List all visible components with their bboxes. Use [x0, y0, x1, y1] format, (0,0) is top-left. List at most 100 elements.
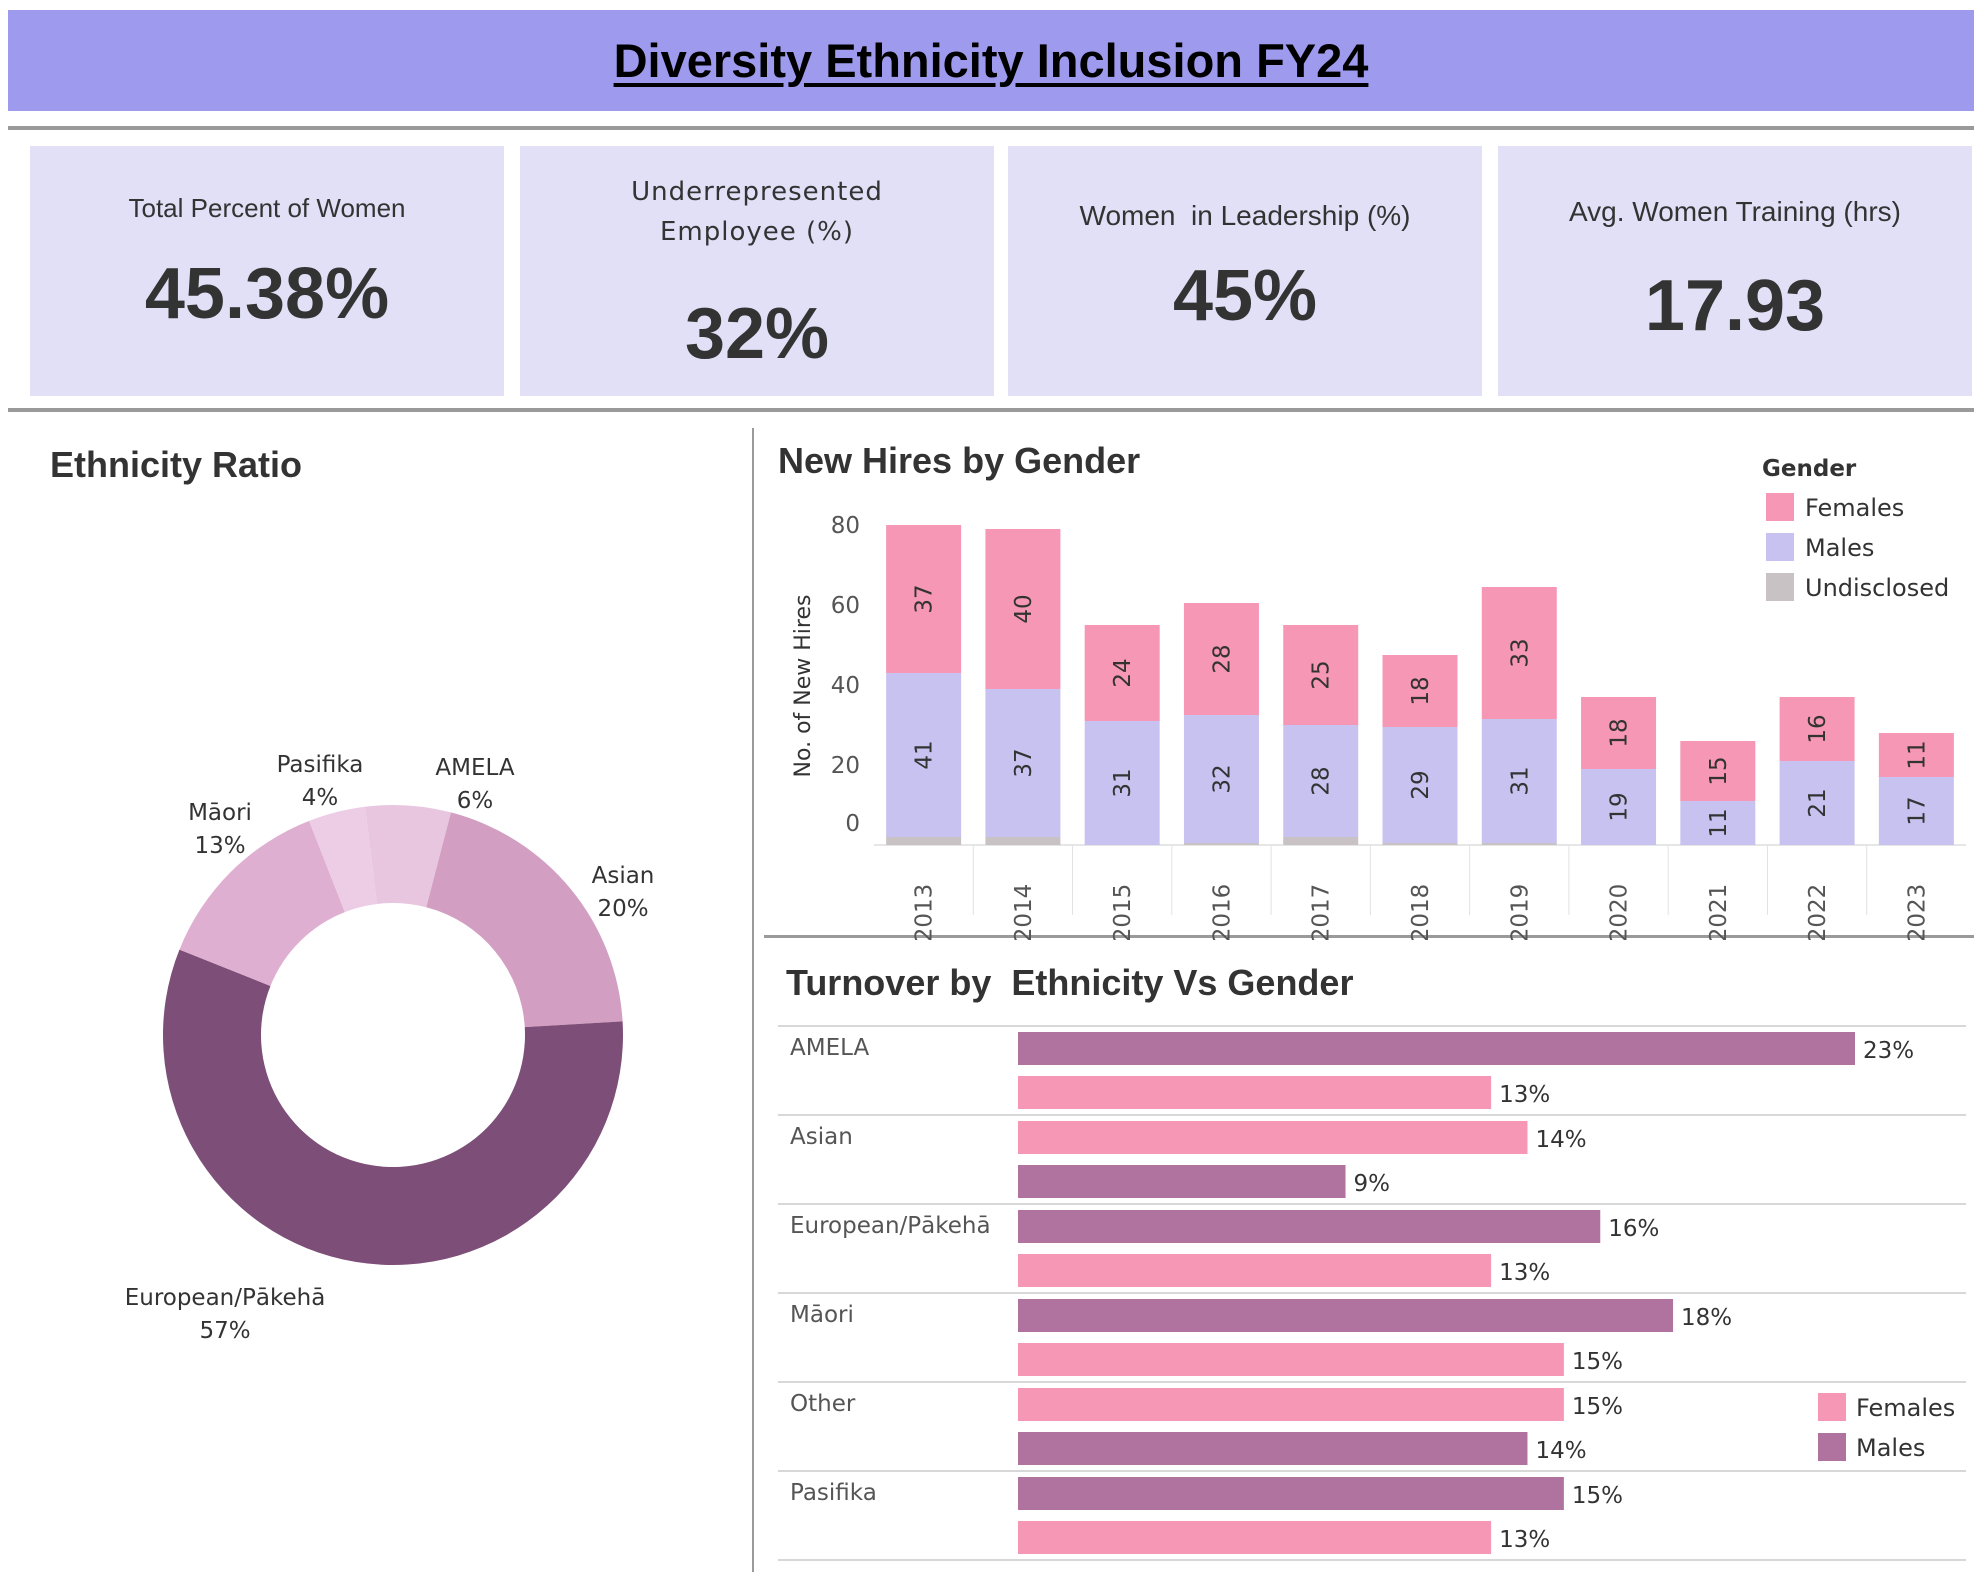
donut-label-pasifika: Pasifika	[277, 752, 364, 778]
legend-title: Gender	[1762, 456, 1857, 482]
turnover-bar-european-pakeha-females	[1018, 1254, 1492, 1287]
x-tick-label-2019: 2019	[1507, 884, 1533, 940]
legend-label-males: Males	[1805, 534, 1874, 562]
turnover-bar-maori-males	[1018, 1299, 1674, 1332]
legend-swatch-females	[1766, 493, 1794, 521]
bar-males-2019	[1481, 719, 1557, 843]
bar-females-2015	[1084, 625, 1160, 721]
legend-label-females: Females	[1805, 494, 1904, 522]
turnover-legend-swatch-females	[1818, 1393, 1846, 1421]
bar-label-males-2023: 17	[1904, 796, 1930, 825]
kpi-card-underrepresented: Underrepresented Employee (%) 32%	[520, 146, 994, 396]
category-label-other: Other	[790, 1391, 856, 1417]
turnover-bar-amela-males	[1018, 1032, 1855, 1065]
donut-slice-maori	[179, 820, 345, 986]
bar-males-2016	[1183, 715, 1259, 843]
new-hires-bar-chart: 0 20 40 60 80 No. of New Hires 41 37 2013 37 40 201…	[791, 456, 1966, 940]
turnover-value-asian-females: 14%	[1535, 1127, 1586, 1153]
bar-males-2017	[1283, 725, 1359, 837]
y-axis-label: No. of New Hires	[791, 595, 816, 778]
bar-label-males-2014: 37	[1011, 748, 1037, 777]
y-tick-label: 40	[831, 673, 860, 699]
turnover-value-amela-females: 13%	[1499, 1082, 1550, 1108]
category-label-asian: Asian	[790, 1124, 853, 1150]
turnover-bar-amela-females	[1018, 1076, 1492, 1109]
bar-females-2013	[886, 525, 962, 673]
bar-undisclosed-2017	[1283, 837, 1359, 845]
new-hires-title: New Hires by Gender	[778, 440, 1141, 481]
bar-label-females-2019: 33	[1507, 638, 1533, 667]
turnover-value-asian-males: 9%	[1354, 1171, 1391, 1197]
x-tick-label-2014: 2014	[1011, 884, 1037, 940]
top-divider	[8, 126, 1974, 130]
turnover-value-other-males: 14%	[1535, 1438, 1586, 1464]
bar-label-males-2013: 41	[912, 740, 938, 769]
kpi-card-women: Total Percent of Women 45.38%	[30, 146, 504, 396]
donut-slice-european-pakeha	[162, 949, 623, 1265]
turnover-title: Turnover by Ethnicity Vs Gender	[786, 962, 1354, 1003]
donut-label-asian: Asian	[592, 863, 655, 889]
donut-label-maori: Māori	[188, 800, 252, 826]
kpi-label-line2: Employee (%)	[659, 217, 855, 247]
kpi-card-leadership: Women in Leadership (%) 45%	[1008, 146, 1482, 396]
bar-label-females-2017: 25	[1309, 660, 1335, 689]
legend-swatch-undisclosed	[1766, 573, 1794, 601]
bar-label-females-2015: 24	[1110, 658, 1136, 687]
y-tick-label: 80	[831, 513, 860, 539]
bar-males-2014	[985, 689, 1061, 837]
turnover-bar-pasifika-males	[1018, 1477, 1564, 1510]
turnover-bar-other-males	[1018, 1432, 1528, 1465]
turnover-value-other-females: 15%	[1572, 1394, 1623, 1420]
bar-females-2016	[1183, 603, 1259, 715]
bar-label-females-2014: 40	[1011, 594, 1037, 623]
turnover-bar-maori-females	[1018, 1343, 1564, 1376]
y-tick-label: 0	[845, 811, 860, 837]
bar-label-males-2019: 31	[1507, 766, 1533, 795]
bar-males-2023	[1878, 777, 1954, 845]
x-tick-label-2016: 2016	[1209, 884, 1235, 940]
y-tick-label: 20	[831, 753, 860, 779]
donut-value-european-pakeha: 57%	[199, 1318, 250, 1344]
x-tick-label-2021: 2021	[1706, 884, 1732, 940]
donut-slice-amela	[364, 805, 451, 908]
ethnicity-ratio-title: Ethnicity Ratio	[50, 444, 303, 485]
bar-label-females-2020: 18	[1607, 718, 1633, 747]
bar-label-females-2016: 28	[1209, 644, 1235, 673]
x-tick-label-2013: 2013	[912, 884, 938, 940]
turnover-value-pasifika-females: 13%	[1499, 1527, 1550, 1553]
turnover-value-amela-males: 23%	[1863, 1038, 1914, 1064]
kpi-label: Avg. Women Training (hrs)	[1569, 196, 1901, 227]
donut-label-european-pakeha: European/Pākehā	[125, 1285, 326, 1311]
x-tick-label-2017: 2017	[1309, 884, 1335, 940]
bar-label-females-2022: 16	[1805, 714, 1831, 743]
bar-females-2017	[1283, 625, 1359, 725]
ethnicity-donut-chart: AMELA 6% Asian 20% European/Pākehā 57% Māori 13…	[125, 752, 655, 1344]
turnover-bar-pasifika-females	[1018, 1521, 1492, 1554]
bar-undisclosed-2018	[1382, 843, 1458, 845]
turnover-value-european-pakeha-males: 16%	[1608, 1216, 1659, 1242]
bar-undisclosed-2014	[985, 837, 1061, 845]
turnover-value-maori-females: 15%	[1572, 1349, 1623, 1375]
turnover-bar-european-pakeha-males	[1018, 1210, 1601, 1243]
turnover-value-european-pakeha-females: 13%	[1499, 1260, 1550, 1286]
turnover-bar-asian-males	[1018, 1165, 1346, 1198]
bar-label-males-2021: 11	[1706, 808, 1732, 837]
kpi-value: 45.38%	[144, 254, 390, 334]
x-tick-label-2020: 2020	[1607, 884, 1633, 940]
bar-label-males-2022: 21	[1805, 788, 1831, 817]
bar-undisclosed-2019	[1481, 843, 1557, 845]
bar-females-2022	[1779, 697, 1855, 761]
bar-females-2019	[1481, 587, 1557, 719]
kpi-value: 45%	[1172, 256, 1318, 336]
bar-label-males-2015: 31	[1110, 768, 1136, 797]
donut-value-amela: 6%	[457, 788, 494, 814]
legend-label-undisclosed: Undisclosed	[1805, 574, 1949, 602]
bar-males-2018	[1382, 727, 1458, 843]
bar-females-2020	[1581, 697, 1657, 769]
bar-females-2023	[1878, 733, 1954, 777]
column-divider	[752, 428, 754, 1572]
bar-undisclosed-2016	[1183, 843, 1259, 845]
turnover-bar-asian-females	[1018, 1121, 1528, 1154]
turnover-value-pasifika-males: 15%	[1572, 1483, 1623, 1509]
turnover-legend-label-males: Males	[1856, 1434, 1925, 1462]
